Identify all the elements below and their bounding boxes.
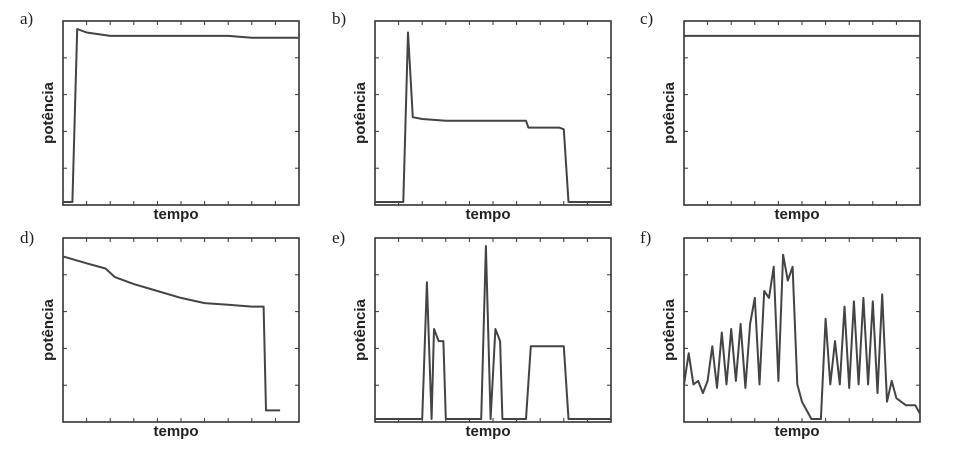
x-axis-label: tempo xyxy=(466,423,511,440)
panel-label: b) xyxy=(332,9,346,28)
series-line xyxy=(375,245,611,420)
series-line xyxy=(683,253,921,420)
x-axis-label: tempo xyxy=(154,206,199,223)
x-axis-label: tempo xyxy=(154,423,199,440)
x-axis-label: tempo xyxy=(466,206,511,223)
x-axis-label: tempo xyxy=(775,206,820,223)
y-axis-label: potência xyxy=(40,299,57,361)
plot-frame xyxy=(374,20,612,206)
panel-label: a) xyxy=(20,9,33,28)
panel-label: c) xyxy=(640,9,653,28)
y-axis-label: potência xyxy=(352,299,369,361)
y-axis-label: potência xyxy=(40,82,57,144)
plot-frame xyxy=(62,20,300,206)
plot-frame xyxy=(683,20,921,206)
series-line xyxy=(375,31,611,203)
series-line xyxy=(63,28,299,203)
y-axis-label: potência xyxy=(661,299,678,361)
x-axis-label: tempo xyxy=(775,423,820,440)
y-axis-label: potência xyxy=(352,82,369,144)
series-line xyxy=(62,255,281,412)
panel-label: f) xyxy=(640,228,651,247)
y-axis-label: potência xyxy=(661,82,678,144)
plot-frame xyxy=(374,237,612,423)
panel-label: d) xyxy=(20,228,34,247)
panel-label: e) xyxy=(332,228,345,247)
